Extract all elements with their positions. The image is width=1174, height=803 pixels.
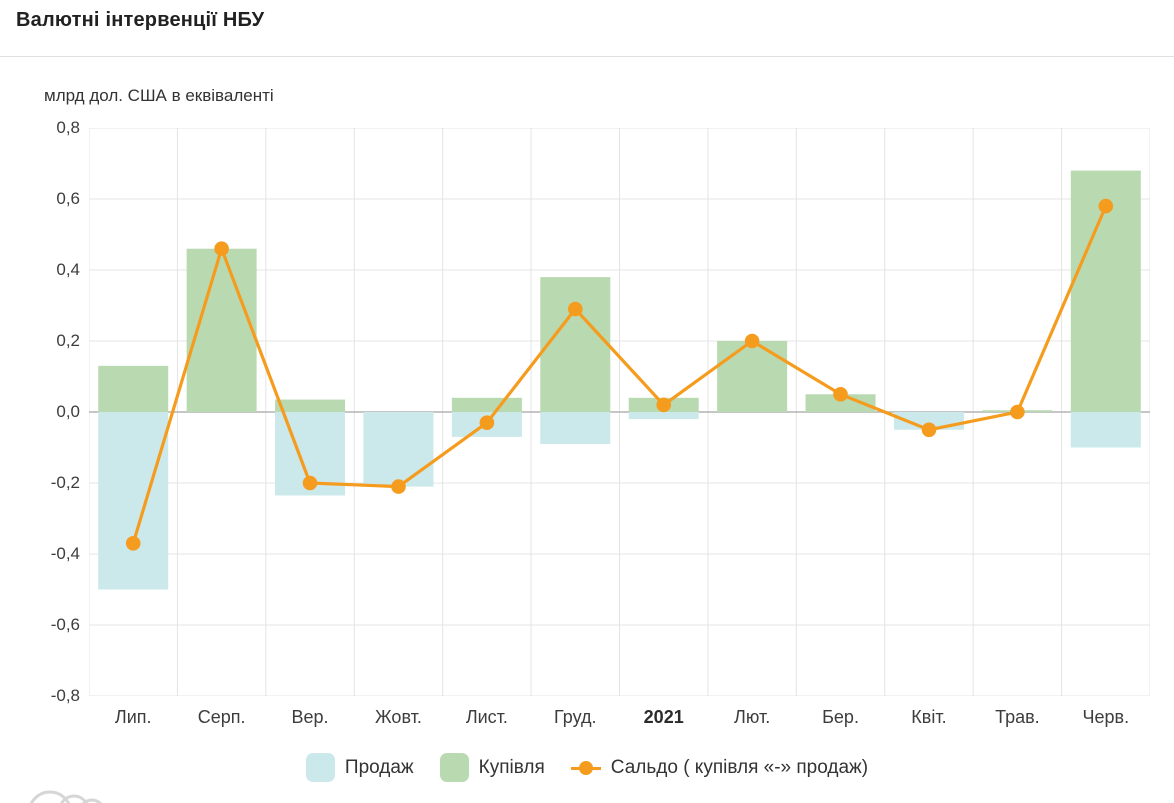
y-tick-label: 0,4 (56, 260, 80, 279)
x-tick-label: Груд. (554, 707, 597, 727)
purchase-bar[interactable] (717, 341, 788, 412)
y-tick-label: -0,4 (50, 544, 80, 563)
x-tick-label: Трав. (995, 707, 1040, 727)
balance-point[interactable] (479, 415, 495, 431)
chart-legend: Продаж Купівля Сальдо ( купівля «-» прод… (0, 753, 1174, 782)
balance-line-marker-icon (570, 760, 601, 776)
sale-bar[interactable] (1070, 412, 1141, 448)
balance-point[interactable] (921, 422, 937, 438)
x-tick-label: Лист. (465, 707, 508, 727)
balance-point[interactable] (833, 387, 848, 402)
sale-swatch-icon (305, 753, 335, 782)
legend-label-purchase: Купівля (478, 756, 545, 778)
y-axis-title: млрд дол. США в еквіваленті (44, 86, 274, 105)
purchase-bar[interactable] (540, 277, 611, 412)
x-tick-label: Черв. (1082, 707, 1130, 727)
balance-point[interactable] (214, 241, 229, 256)
y-tick-label: -0,2 (50, 473, 80, 492)
balance-point[interactable] (391, 479, 406, 494)
chart-plot-area (89, 128, 1150, 696)
sale-bar[interactable] (628, 412, 699, 420)
x-tick-label: Лип. (114, 707, 152, 727)
x-tick-label: Бер. (822, 707, 859, 727)
balance-line (131, 205, 1108, 544)
balance-point[interactable] (125, 536, 141, 551)
y-tick-label: -0,6 (50, 615, 80, 634)
y-tick-label: 0,0 (56, 402, 80, 421)
y-tick-label: 0,6 (56, 189, 80, 208)
purchase-bar[interactable] (451, 397, 522, 412)
balance-point[interactable] (1010, 404, 1025, 420)
chart-canvas (89, 128, 1150, 696)
watermark-logo-icon (29, 790, 103, 803)
balance-point[interactable] (302, 475, 318, 491)
y-axis-labels: 0,8 0,6 0,4 0,2 0,0 -0,2 -0,4 -0,6 -0,8 (0, 0, 80, 803)
balance-point[interactable] (744, 333, 760, 349)
x-tick-label: Квіт. (911, 707, 947, 727)
x-tick-label: Жовт. (375, 707, 422, 727)
chart-title: Валютні інтервенції НБУ (16, 9, 265, 31)
purchase-bar[interactable] (275, 399, 346, 412)
balance-point[interactable] (568, 301, 583, 317)
sale-bar[interactable] (98, 412, 169, 590)
purchase-bar[interactable] (98, 365, 169, 412)
purchase-bar[interactable] (805, 394, 876, 412)
y-tick-label: -0,8 (50, 686, 80, 705)
balance-point[interactable] (656, 397, 671, 413)
header-divider (0, 56, 1174, 57)
legend-label-sale: Продаж (344, 756, 414, 778)
sale-bar[interactable] (363, 412, 434, 487)
x-tick-label: Вер. (291, 707, 329, 727)
x-tick-label: Лют. (734, 707, 771, 727)
sale-bar[interactable] (540, 412, 611, 444)
purchase-swatch-icon (439, 753, 469, 782)
y-tick-label: 0,8 (56, 118, 80, 137)
y-tick-label: 0,2 (56, 331, 80, 350)
legend-item-sale[interactable]: Продаж (305, 753, 414, 782)
legend-item-balance[interactable]: Сальдо ( купівля «-» продаж) (570, 756, 869, 779)
balance-point[interactable] (1098, 198, 1114, 214)
legend-label-balance: Сальдо ( купівля «-» продаж) (610, 756, 869, 778)
x-tick-label: Серп. (197, 707, 246, 727)
x-tick-label: 2021 (643, 707, 684, 727)
legend-item-purchase[interactable]: Купівля (439, 753, 545, 782)
